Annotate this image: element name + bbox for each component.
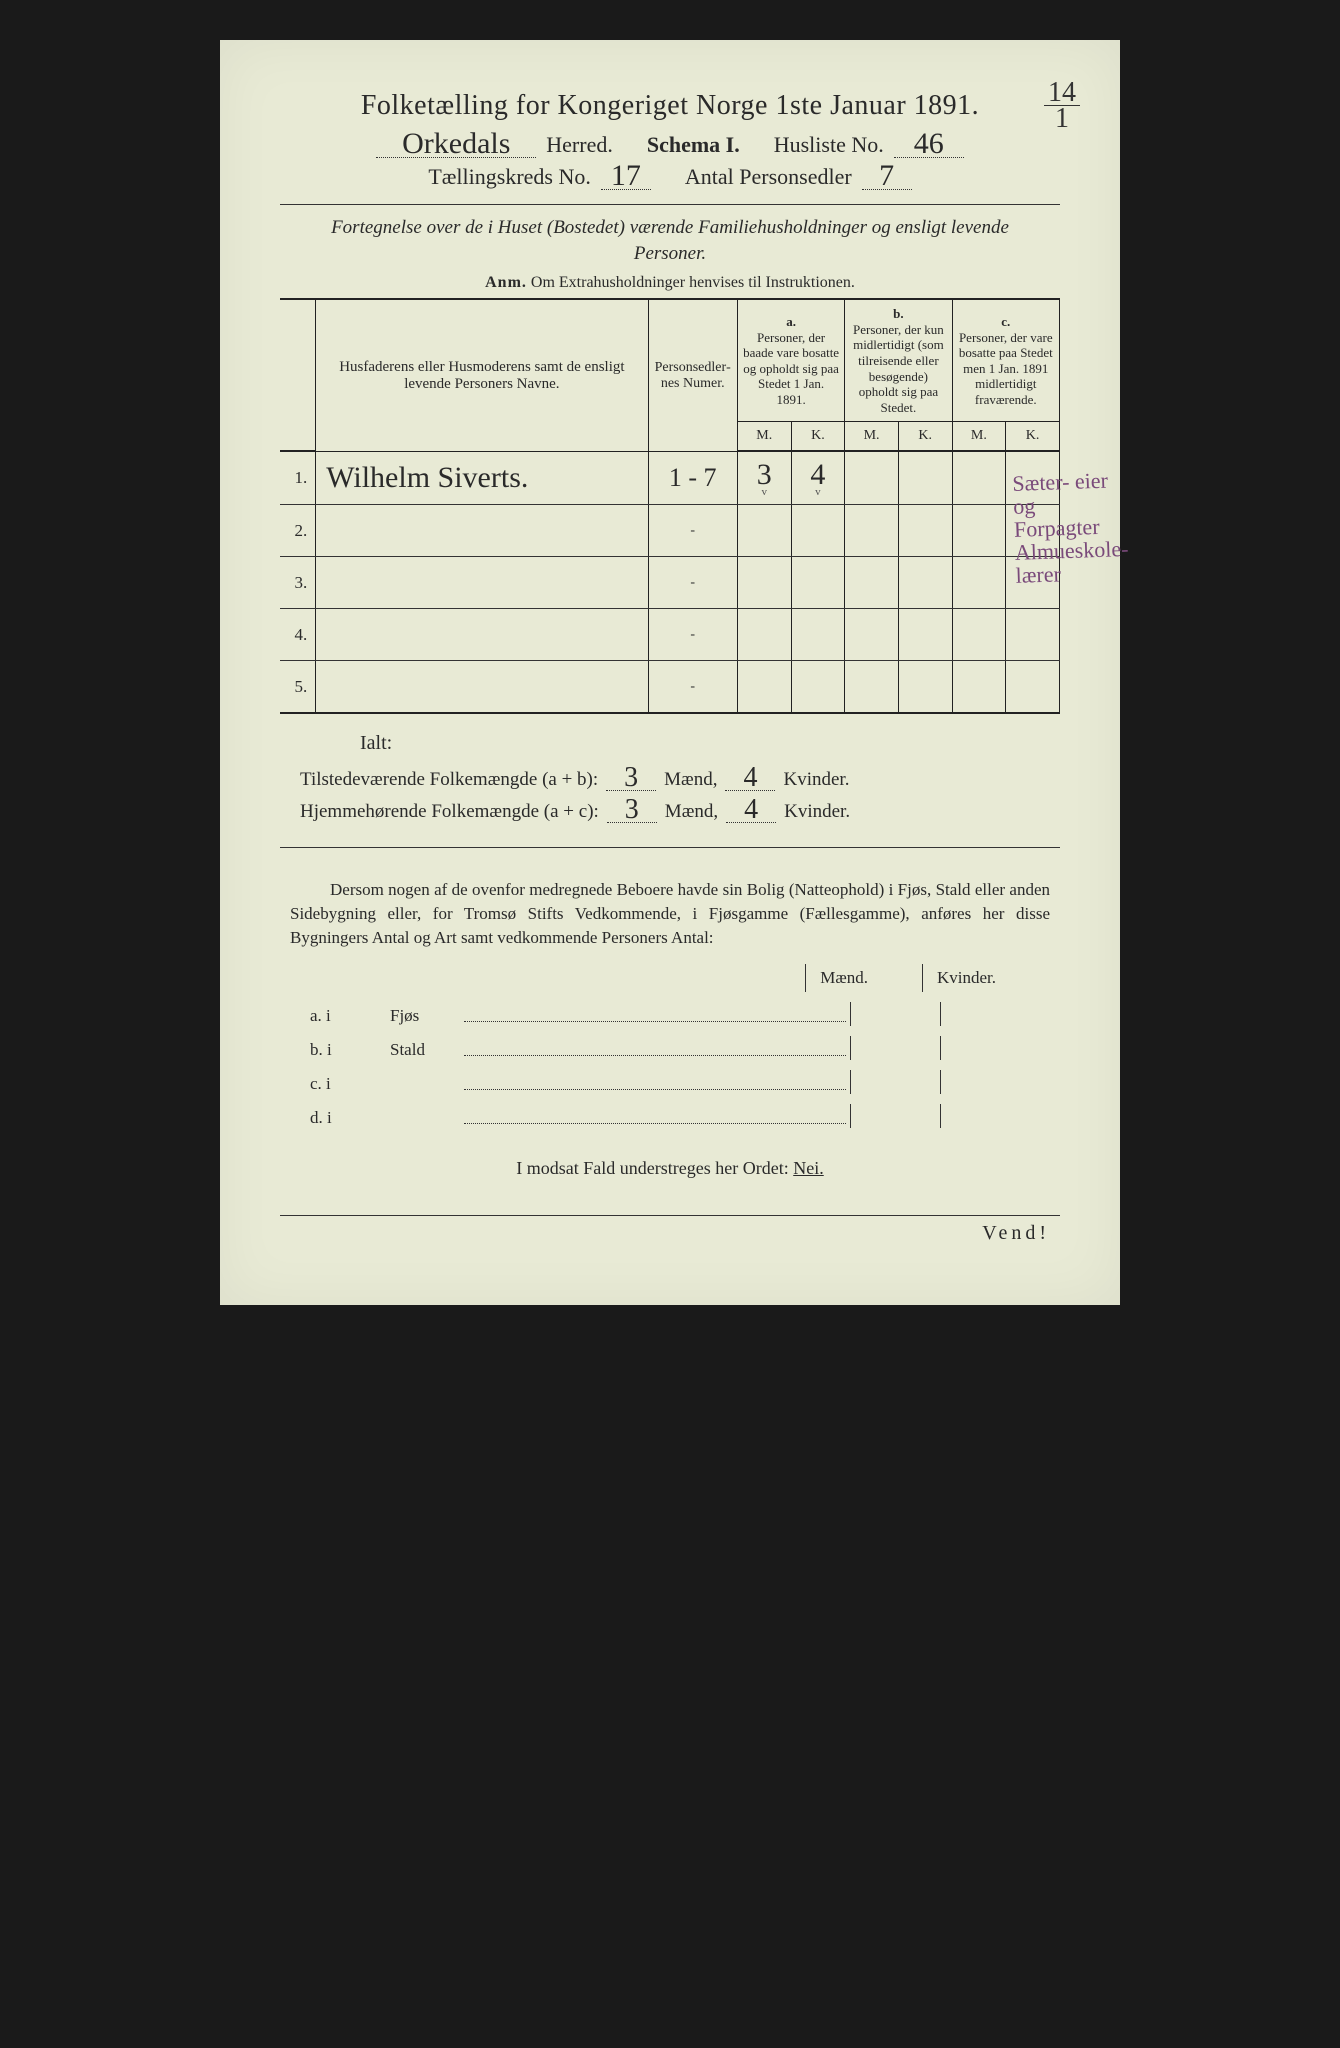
total-resident-row: Hjemmehørende Folkemængde (a + c): 3 Mæn…: [300, 797, 1060, 823]
form-subtitle: Fortegnelse over de i Huset (Bostedet) v…: [320, 215, 1020, 266]
husliste-label: Husliste No.: [774, 132, 884, 158]
household-table: Husfaderens eller Husmoderens samt de en…: [280, 298, 1060, 714]
vend-label: Vend!: [280, 1215, 1060, 1245]
anm-line: Anm. Om Extrahusholdninger henvises til …: [280, 274, 1060, 292]
herred-label: Herred.: [546, 132, 613, 158]
header-line-1: Orkedals Herred. Schema I. Husliste No. …: [280, 130, 1060, 158]
row-number: 1.: [280, 451, 316, 505]
building-row: a. i Fjøs: [310, 1002, 1030, 1026]
antal-label: Antal Personsedler: [685, 164, 852, 190]
name-value: [316, 609, 648, 661]
table-row: 1. Wilhelm Siverts. 1 - 7 3v 4v: [280, 451, 1060, 505]
row-number: 4.: [280, 609, 316, 661]
c-m-value: [952, 451, 1006, 505]
fraction-denominator: 1: [1044, 106, 1080, 131]
table-row: 3. -: [280, 557, 1060, 609]
resident-m: 3: [607, 797, 657, 823]
c-m-header: M.: [952, 422, 1006, 452]
name-value: [316, 505, 648, 557]
numer-value: 1 - 7: [669, 463, 717, 492]
bldg-row-label: b. i: [310, 1040, 390, 1060]
b-m-value: [845, 451, 899, 505]
kvinder-label: Kvinder.: [784, 801, 850, 823]
bldg-row-label: a. i: [310, 1006, 390, 1026]
kreds-value: 17: [601, 162, 651, 190]
resident-label: Hjemmehørende Folkemængde (a + c):: [300, 801, 599, 823]
present-m: 3: [606, 765, 656, 791]
kreds-label: Tællingskreds No.: [428, 164, 591, 190]
present-k: 4: [725, 765, 775, 791]
maend-label: Mænd,: [664, 769, 717, 791]
divider: [280, 204, 1060, 205]
group-b-header: b. Personer, der kun midlertidigt (som t…: [845, 299, 952, 422]
c-k-header: K.: [1006, 422, 1060, 452]
total-present-row: Tilstedeværende Folkemængde (a + b): 3 M…: [300, 765, 1060, 791]
divider: [280, 847, 1060, 848]
name-value: [316, 557, 648, 609]
resident-k: 4: [726, 797, 776, 823]
bldg-row-label: d. i: [310, 1108, 390, 1128]
census-form-page: 14 1 Folketælling for Kongeriget Norge 1…: [220, 40, 1120, 1305]
schema-label: Schema I.: [647, 132, 740, 158]
a-k-header: K.: [791, 422, 845, 452]
numer-value: -: [648, 609, 737, 661]
group-a-header: a. Personer, der baade vare bosatte og o…: [737, 299, 844, 422]
ialt-label: Ialt:: [360, 732, 1060, 755]
bldg-row-type: Fjøs: [390, 1006, 460, 1026]
table-row: 4. -: [280, 609, 1060, 661]
row-number: 2.: [280, 505, 316, 557]
building-row: c. i: [310, 1070, 1030, 1094]
table-row: 2. -: [280, 505, 1060, 557]
herred-value: Orkedals: [376, 130, 536, 158]
building-block: Mænd. Kvinder. a. i Fjøs b. i Stald c. i…: [310, 964, 1030, 1128]
bldg-row-label: c. i: [310, 1074, 390, 1094]
bldg-kvinder-header: Kvinder.: [922, 964, 1010, 992]
b-m-header: M.: [845, 422, 899, 452]
nei-line: I modsat Fald understreges her Ordet: Ne…: [280, 1158, 1060, 1179]
building-row: b. i Stald: [310, 1036, 1030, 1060]
antal-value: 7: [862, 162, 912, 190]
name-value: [316, 661, 648, 713]
form-title: Folketælling for Kongeriget Norge 1ste J…: [280, 90, 1060, 122]
husliste-value: 46: [894, 130, 964, 158]
nei-word: Nei.: [793, 1158, 824, 1178]
building-paragraph: Dersom nogen af de ovenfor medregnede Be…: [290, 878, 1050, 949]
bldg-maend-header: Mænd.: [805, 964, 882, 992]
col-names-header: Husfaderens eller Husmoderens samt de en…: [316, 299, 648, 451]
anm-text: Om Extrahusholdninger henvises til Instr…: [531, 274, 855, 291]
nei-pre: I modsat Fald understreges her Ordet:: [516, 1158, 788, 1178]
b-k-header: K.: [898, 422, 952, 452]
b-k-value: [898, 451, 952, 505]
handwritten-margin-note: Sæter- eier og Forpagter Almueskole- lær…: [1012, 468, 1126, 587]
table-row: 5. -: [280, 661, 1060, 713]
numer-value: -: [648, 557, 737, 609]
a-m-header: M.: [737, 422, 791, 452]
numer-value: -: [648, 661, 737, 713]
row-number: 3.: [280, 557, 316, 609]
col-numer-header: Person­sedler­nes Numer.: [648, 299, 737, 451]
name-value: Wilhelm Siverts.: [326, 461, 528, 494]
anm-label: Anm.: [485, 274, 527, 291]
corner-fraction: 14 1: [1044, 80, 1080, 131]
building-columns-header: Mænd. Kvinder.: [310, 964, 1030, 992]
group-c-header: c. Personer, der vare bosatte paa Stedet…: [952, 299, 1059, 422]
maend-label: Mænd,: [665, 801, 718, 823]
row-number: 5.: [280, 661, 316, 713]
present-label: Tilstedeværende Folkemængde (a + b):: [300, 769, 598, 791]
header-line-2: Tællingskreds No. 17 Antal Personsedler …: [280, 162, 1060, 190]
building-row: d. i: [310, 1104, 1030, 1128]
bldg-row-type: Stald: [390, 1040, 460, 1060]
kvinder-label: Kvinder.: [783, 769, 849, 791]
numer-value: -: [648, 505, 737, 557]
